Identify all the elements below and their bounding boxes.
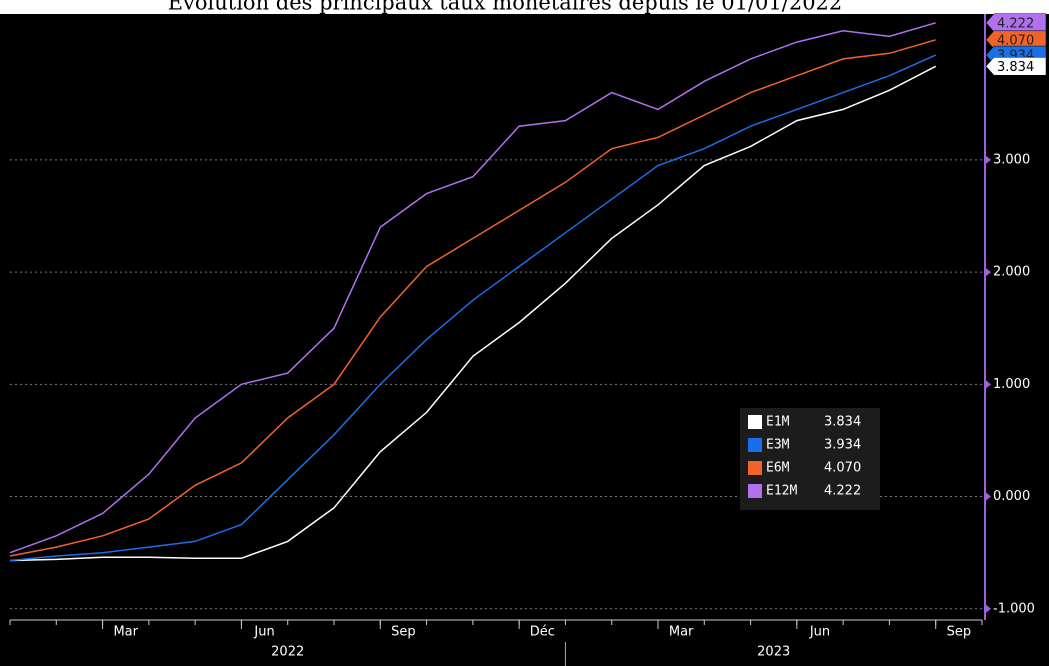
series-line [9,22,936,554]
value-tag-label: 3.834 [997,60,1034,75]
legend-value: 4.070 [824,461,861,476]
series-line [9,39,936,557]
x-tick-label: Sep [391,625,416,640]
y-tick-mark [986,155,991,164]
background [0,14,1049,666]
legend-swatch [748,484,762,498]
y-tick-label: 2.000 [993,265,1030,280]
value-tag-label: 4.070 [997,33,1034,48]
legend-label: E3M [766,438,790,453]
y-tick-mark [986,492,991,501]
x-tick-label: Jun [253,625,274,640]
x-tick-label: Déc [530,625,555,640]
x-tick-label: Mar [113,625,138,640]
legend-swatch [748,438,762,452]
legend-label: E12M [766,484,797,499]
legend-label: E1M [766,415,790,430]
year-label: 2022 [271,645,304,660]
value-tag [985,13,1047,33]
x-tick-label: Mar [669,625,694,640]
legend-value: 3.934 [824,438,861,453]
year-label: 2023 [757,645,790,660]
value-tag [985,57,1047,76]
y-tick-mark [986,604,991,613]
y-tick-label: -1.000 [993,601,1035,616]
x-tick-label: Jun [809,625,830,640]
series-line [9,54,937,562]
legend-label: E6M [766,461,790,476]
y-tick-mark [986,380,991,389]
value-tag-label: 4.222 [997,16,1034,31]
chart-title: Évolution des principaux taux monétaires… [168,0,843,15]
y-tick-label: 1.000 [993,377,1030,392]
legend-swatch [748,461,762,475]
x-tick-label: Sep [947,625,972,640]
series-line [9,65,937,562]
y-tick-label: 0.000 [993,489,1030,504]
legend-value: 3.834 [824,415,861,430]
y-tick-mark [986,268,991,277]
legend-swatch [748,415,762,429]
legend-box [740,408,880,510]
legend-value: 4.222 [824,484,861,499]
y-tick-label: 3.000 [993,152,1030,167]
